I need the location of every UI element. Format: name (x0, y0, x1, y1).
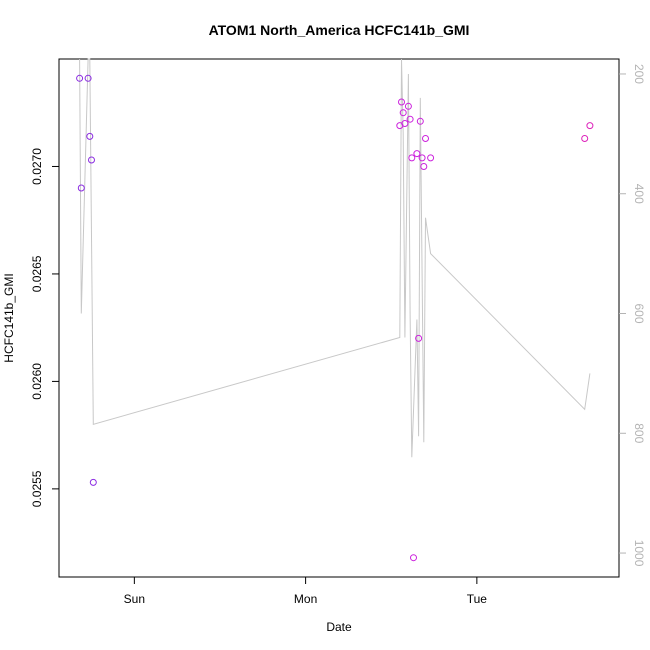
y-axis-label: HCFC141b_GMI (2, 273, 16, 362)
data-point (401, 120, 409, 127)
data-point (88, 156, 95, 164)
points-layer (76, 74, 594, 562)
y-axis: 0.0255 0.0260 0.0265 0.0270 (30, 148, 59, 507)
y-tick-label: 0.0265 (30, 255, 44, 292)
x-tick-label: Mon (294, 592, 317, 606)
x-tick-label: Tue (467, 592, 488, 606)
y-tick-label: 0.0270 (30, 148, 44, 185)
data-point (76, 74, 84, 82)
data-point (410, 554, 417, 562)
data-point (399, 109, 407, 117)
data-point (581, 135, 589, 142)
x-tick-label: Sun (124, 592, 145, 606)
data-point (416, 117, 424, 125)
data-point (413, 150, 421, 158)
secondary-y-tick-label: 1000 (632, 540, 646, 567)
secondary-y-tick-label: 200 (632, 64, 646, 84)
secondary-series-line (79, 58, 591, 458)
data-point (415, 334, 423, 342)
data-point (408, 154, 416, 162)
y-tick-label: 0.0260 (30, 363, 44, 400)
chart-title: ATOM1 North_America HCFC141b_GMI (209, 22, 470, 38)
secondary-y-tick-label: 800 (632, 423, 646, 443)
data-point (84, 74, 92, 82)
secondary-y-tick-label: 600 (632, 303, 646, 323)
secondary-y-axis: 200 400 600 800 1000 (619, 64, 646, 567)
data-point (77, 184, 85, 192)
x-axis-label: Date (326, 620, 352, 634)
x-axis: Sun Mon Tue (124, 577, 488, 606)
secondary-line-layer (79, 58, 591, 458)
data-point (89, 478, 97, 486)
plot-frame (58, 58, 620, 578)
data-point (86, 132, 94, 140)
data-point (404, 102, 412, 110)
data-point (422, 135, 429, 142)
data-point (586, 122, 594, 130)
data-point (398, 98, 405, 106)
data-point (418, 154, 426, 162)
secondary-y-tick-label: 400 (632, 184, 646, 204)
data-point (420, 163, 428, 170)
data-point (406, 115, 414, 123)
y-tick-label: 0.0255 (30, 470, 44, 507)
data-point (427, 154, 435, 162)
